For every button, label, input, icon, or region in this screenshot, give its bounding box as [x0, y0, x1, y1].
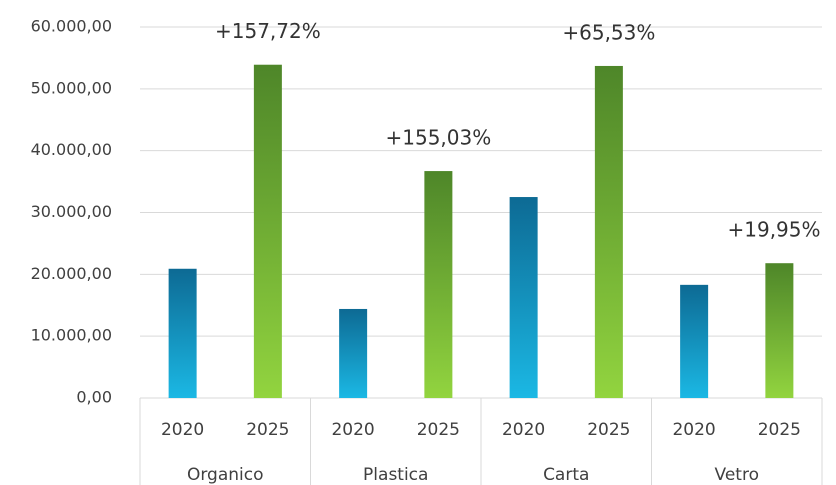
series-label: 2025	[758, 420, 801, 440]
y-tick-label: 40.000,00	[31, 140, 112, 159]
series-label: 2025	[587, 420, 630, 440]
bar	[253, 64, 282, 399]
category-label: Organico	[187, 465, 264, 485]
series-label: 2020	[502, 420, 545, 440]
series-label: 2020	[331, 420, 374, 440]
series-label: 2020	[672, 420, 715, 440]
y-tick-label: 60.000,00	[31, 17, 112, 36]
y-tick-label: 10.000,00	[31, 326, 112, 345]
bar	[765, 263, 794, 398]
annotation: +65,53%	[562, 20, 655, 44]
series-label: 2025	[246, 420, 289, 440]
bar	[168, 268, 197, 398]
annotation: +155,03%	[386, 126, 492, 150]
category-label: Plastica	[363, 465, 428, 485]
y-tick-label: 0,00	[76, 388, 112, 407]
y-tick-label: 30.000,00	[31, 202, 112, 221]
category-label: Carta	[543, 465, 589, 485]
series-label: 2025	[417, 420, 460, 440]
bar	[594, 65, 623, 398]
series-label: 2020	[161, 420, 204, 440]
y-tick-label: 20.000,00	[31, 264, 112, 283]
bar	[339, 308, 368, 398]
category-label: Vetro	[715, 465, 759, 485]
annotation: +157,72%	[215, 19, 321, 43]
y-tick-label: 50.000,00	[31, 78, 112, 97]
bar	[424, 171, 453, 398]
bar	[680, 284, 709, 398]
annotation: +19,95%	[727, 218, 820, 242]
bar	[509, 197, 538, 398]
